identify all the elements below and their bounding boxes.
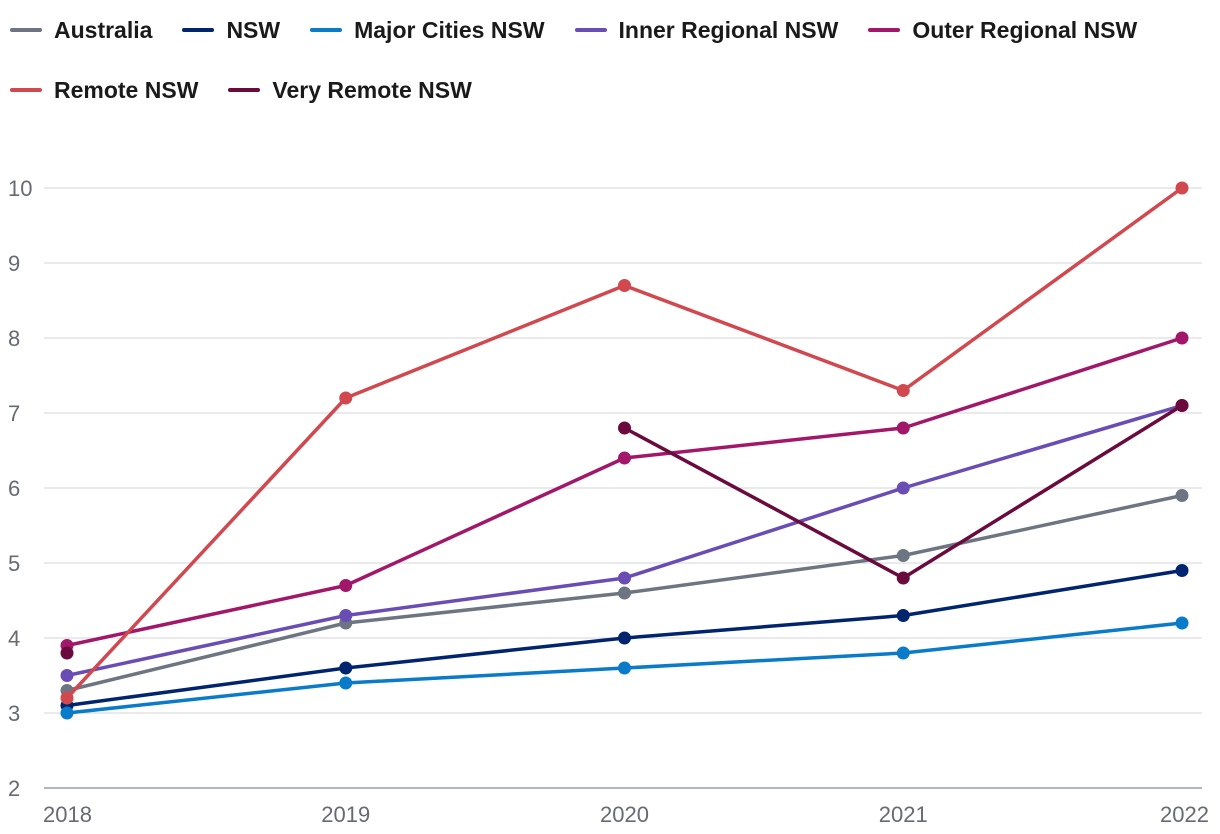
series-remote-nsw	[60, 181, 1189, 705]
data-point	[618, 586, 631, 600]
y-tick-label: 8	[8, 326, 20, 351]
y-tick-label: 3	[8, 701, 20, 726]
data-point	[1175, 489, 1189, 502]
legend-item-very-remote-nsw: Very Remote NSW	[228, 76, 472, 104]
legend-label: Outer Regional NSW	[912, 16, 1138, 43]
x-tick-label: 2019	[321, 802, 370, 827]
y-tick-label: 5	[8, 551, 20, 576]
legend-item-australia: Australia	[10, 17, 152, 44]
data-point	[896, 384, 910, 397]
series-layer	[60, 181, 1189, 720]
data-point	[618, 631, 631, 645]
legend-item-outer-regional-nsw: Outer Regional NSW	[868, 17, 1137, 44]
legend-swatch	[10, 28, 42, 32]
legend-row-1: Australia NSW Major Cities NSW Inner Reg…	[10, 12, 1210, 48]
x-tick-label: 2020	[600, 802, 649, 827]
y-tick-label: 10	[8, 176, 32, 201]
legend: Australia NSW Major Cities NSW Inner Reg…	[10, 12, 1210, 132]
data-point	[1175, 616, 1189, 630]
data-point	[618, 571, 631, 585]
data-point	[618, 661, 631, 675]
series-australia	[60, 489, 1189, 697]
legend-item-major-cities-nsw: Major Cities NSW	[310, 16, 545, 44]
data-point	[896, 609, 910, 622]
data-point	[896, 571, 910, 585]
legend-item-inner-regional-nsw: Inner Regional NSW	[574, 16, 839, 44]
series-outer-regional-nsw	[60, 331, 1189, 652]
legend-swatch	[310, 28, 343, 32]
data-point	[339, 391, 353, 405]
x-axis: 2018 2019 2020 2021 2022	[43, 802, 1209, 827]
data-point	[60, 691, 74, 705]
legend-swatch	[228, 88, 261, 92]
x-tick-label: 2022	[1160, 802, 1209, 827]
data-point	[339, 579, 353, 592]
data-point	[339, 676, 353, 690]
y-tick-label: 7	[8, 401, 20, 426]
data-point	[60, 706, 74, 720]
legend-item-nsw: NSW	[182, 17, 280, 44]
data-point	[896, 646, 910, 660]
series-line	[65, 186, 1184, 700]
legend-label: Australia	[54, 16, 153, 43]
series-very-remote-nsw	[60, 399, 1189, 660]
data-point	[896, 549, 910, 562]
data-point	[339, 609, 353, 622]
y-tick-label: 6	[8, 476, 20, 501]
y-tick-label: 9	[8, 251, 20, 276]
legend-label: Remote NSW	[54, 76, 199, 103]
legend-swatch	[182, 28, 215, 32]
legend-item-remote-nsw: Remote NSW	[10, 77, 198, 104]
y-tick-label: 4	[8, 626, 20, 651]
legend-label: Inner Regional NSW	[618, 16, 839, 43]
y-tick-label: 2	[8, 776, 20, 801]
x-tick-label: 2018	[43, 802, 92, 827]
data-point	[896, 421, 910, 435]
legend-swatch	[868, 28, 901, 32]
legend-swatch	[10, 88, 42, 92]
legend-row-2: Remote NSW Very Remote NSW	[10, 72, 1210, 108]
legend-label: NSW	[226, 16, 281, 43]
data-point	[60, 669, 74, 682]
data-point	[618, 279, 631, 292]
legend-swatch	[574, 28, 607, 32]
x-tick-label: 2021	[879, 802, 928, 827]
data-point	[60, 646, 74, 660]
y-axis: 2 3 4 5 6 7 8 9 10	[8, 176, 32, 801]
data-point	[1175, 564, 1189, 577]
data-point	[1175, 181, 1189, 195]
data-point	[896, 481, 910, 495]
series-major-cities-nsw	[60, 616, 1189, 720]
data-point	[618, 451, 631, 465]
data-point	[618, 421, 631, 435]
data-point	[1175, 399, 1189, 412]
legend-label: Very Remote NSW	[272, 76, 472, 103]
data-point	[339, 661, 353, 675]
data-point	[1175, 331, 1189, 345]
legend-label: Major Cities NSW	[354, 16, 545, 43]
